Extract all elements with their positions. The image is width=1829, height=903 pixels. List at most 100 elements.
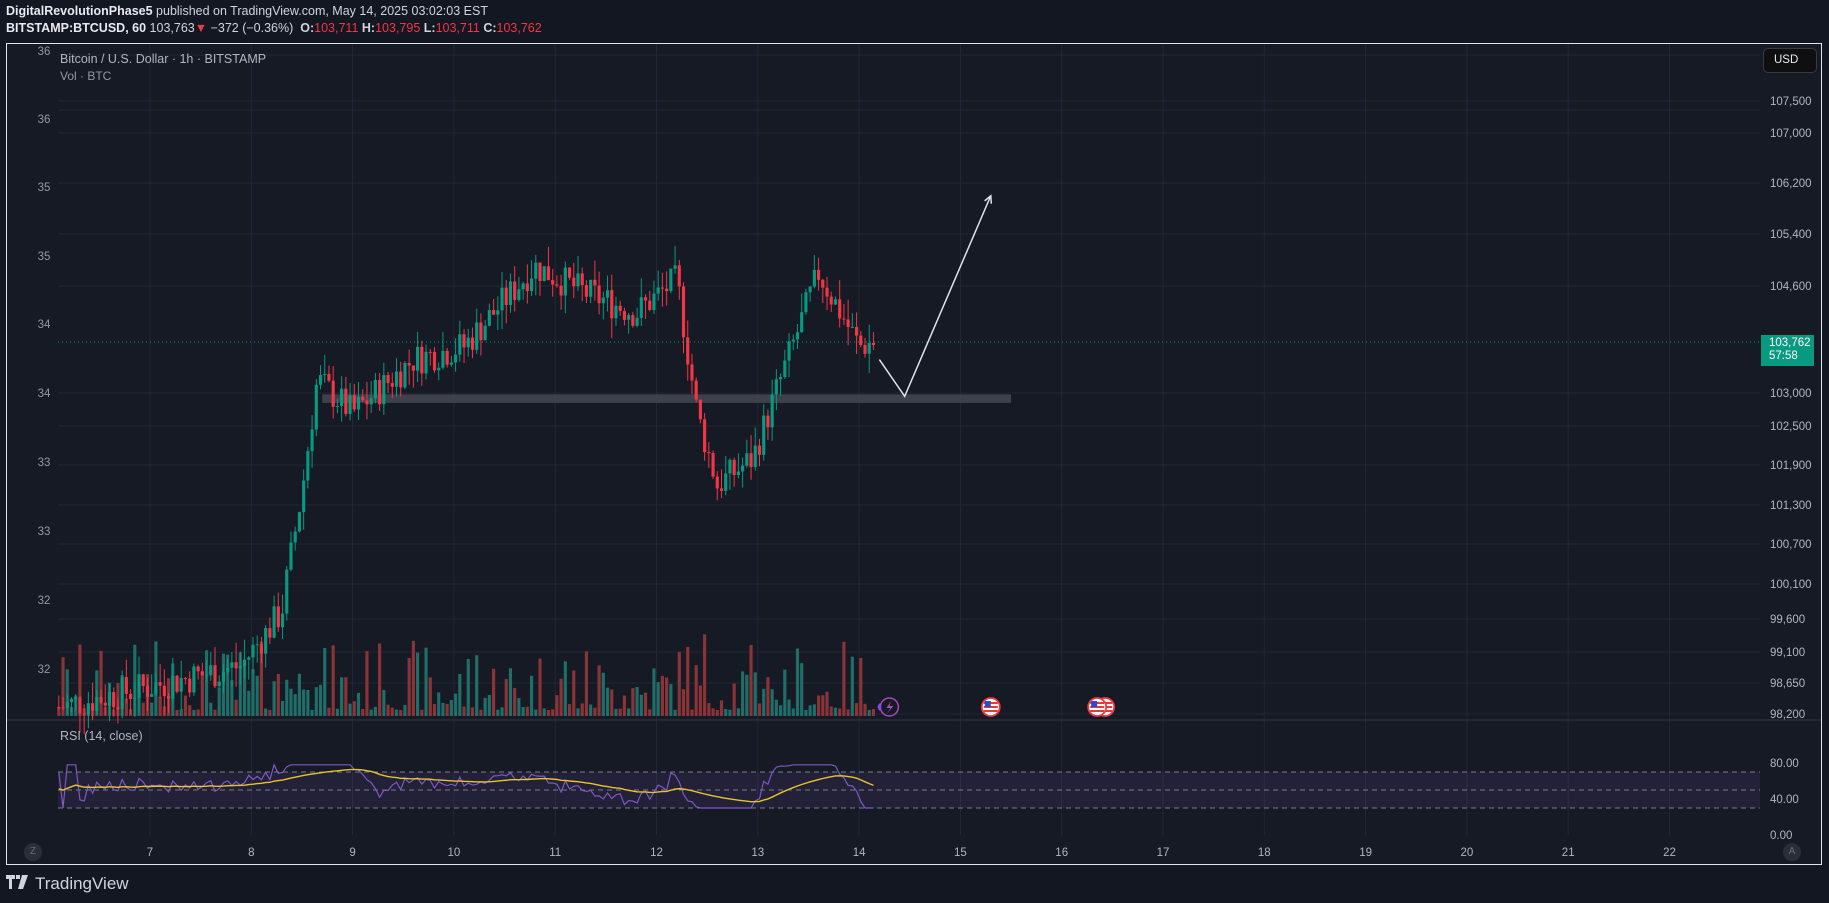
candle-body [614,305,618,319]
volume-bar [694,665,698,716]
left-axis-label: 36 [38,114,51,126]
volume-bar [635,686,639,716]
candle-body [808,286,812,293]
candle-body [871,342,876,346]
volume-bar [677,651,681,716]
time-axis-label: 20 [1461,847,1474,859]
candle-body [175,675,179,692]
price-axis-label: 104,600 [1770,281,1812,293]
currency-button[interactable]: USD [1763,48,1817,73]
volume-bar [348,703,352,716]
support-zone[interactable] [322,394,1012,403]
price-axis-label: 100,100 [1770,579,1812,591]
candle-body [724,473,728,491]
left-axis-label: 34 [38,319,51,331]
candle-body [369,398,373,405]
volume-bar [234,699,238,716]
candlesticks[interactable] [57,246,876,735]
candle-body [99,696,103,703]
bar-countdown: 57:58 [1769,350,1798,362]
volume-bar [842,641,846,716]
low-value: 103,711 [435,21,480,35]
price-axis-label: 107,500 [1770,96,1812,108]
price-axis-label: 107,000 [1770,128,1812,140]
candle-body [635,317,639,326]
candle-body [238,666,242,669]
flag-canton [1091,701,1098,707]
candle-body [437,367,441,371]
volume-bar [580,703,584,716]
candle-body [221,671,226,682]
left-axis-label: 32 [38,664,51,676]
volume-bar [850,656,854,716]
candle-body [74,697,78,699]
candle-body [293,531,297,543]
candle-body [264,628,268,654]
candle-body [854,326,859,336]
candle-body [584,285,589,297]
volume-bar [555,695,559,716]
candle-body [605,290,610,298]
candle-body [690,364,694,381]
flag-stripe [983,710,998,712]
left-axis-label: 36 [38,46,51,58]
volume-bar [673,709,677,716]
auto-scale-button[interactable]: A [1783,843,1801,861]
price-axis-label: 99,100 [1770,647,1805,659]
volume-bar [226,654,230,716]
volume-bar [454,693,458,716]
volume-bar [597,665,601,716]
candle-body [559,285,563,296]
volume-bar [665,677,669,716]
time-axis-label: 22 [1663,847,1676,859]
candle-body [289,542,293,570]
candle-body [124,677,128,694]
candle-body [470,337,475,350]
candle-body [681,286,686,338]
candle-body [78,697,82,714]
tradingview-logo[interactable]: TradingView [6,874,129,894]
rsi-legend[interactable]: RSI (14, close) [60,729,143,743]
volume-bar [331,645,335,716]
volume-bar [631,688,635,716]
candle-body [373,380,377,399]
candle-body [204,675,209,677]
volume-bar [356,692,361,716]
last-price-label: 103,762 57:58 [1761,335,1814,366]
volume-bar [496,709,500,716]
projection-arrow[interactable] [878,194,993,398]
left-axis-label: 35 [38,182,51,194]
price-axis-label: 102,500 [1770,421,1812,433]
volume-bars [57,634,876,716]
candle-body [669,268,673,292]
symbol-legend[interactable]: Bitcoin / U.S. Dollar · 1h · BITSTAMP [60,52,267,66]
candle-body [703,419,707,453]
volume-bar [382,689,386,716]
volume-bar [534,709,538,716]
candle-body [728,459,732,474]
volume-bar [779,705,783,716]
candle-body [496,310,500,315]
volume-bar [361,709,365,716]
event-markers[interactable] [877,697,1116,717]
volume-bar [416,652,420,716]
volume-bar [829,706,833,716]
volume-bar [420,709,424,716]
zoom-scale-button[interactable]: Z [24,843,42,861]
tradingview-logo-icon [6,874,30,894]
volume-bar [757,703,762,716]
volume-bar [268,709,272,716]
volume-bar [563,661,567,716]
candle-body [129,693,133,699]
candle-body [179,678,183,692]
volume-bar [681,689,686,716]
volume-bar [386,704,390,716]
flag-stripe [1090,710,1105,712]
volume-legend[interactable]: Vol · BTC [60,69,112,83]
volume-bar [340,677,344,716]
volume-bar [795,648,800,716]
volume-bar [618,708,622,716]
candle-body [158,682,162,686]
candle-body [200,671,204,676]
